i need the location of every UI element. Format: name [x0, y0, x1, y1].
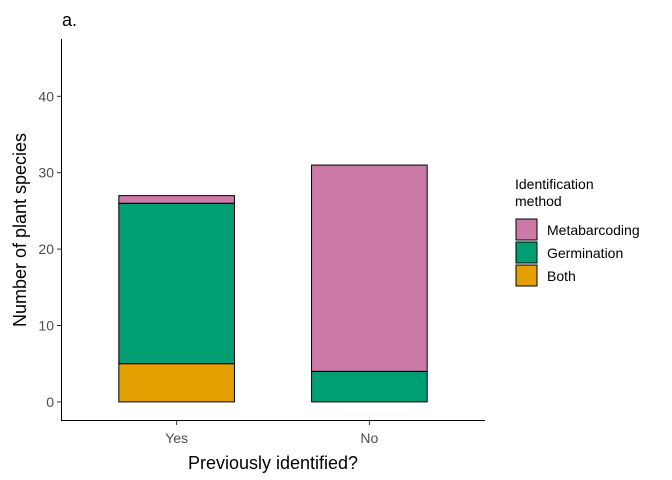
- y-tick-label: 0: [46, 394, 54, 410]
- legend-key-both: [515, 264, 538, 287]
- legend-title-line-1: Identification: [515, 176, 594, 192]
- y-tick-label: 20: [38, 241, 54, 257]
- bar-segment-metabarcoding-no: [311, 164, 428, 372]
- legend-label-germination: Germination: [547, 245, 623, 261]
- x-axis-title: Previously identified?: [188, 453, 358, 473]
- legend-title-line-2: method: [515, 193, 562, 209]
- legend: Identification method Metabarcoding Germi…: [515, 176, 640, 287]
- x-axis: Yes No: [61, 420, 485, 446]
- y-tick-label: 10: [38, 318, 54, 334]
- legend-key-metabarcoding: [515, 218, 538, 241]
- legend-label-metabarcoding: Metabarcoding: [547, 222, 640, 238]
- bars: [118, 164, 428, 403]
- x-tick-label: Yes: [165, 430, 188, 446]
- y-tick-label: 30: [38, 165, 54, 181]
- bar-segment-germination-yes: [118, 202, 235, 365]
- bar-segment-germination-no: [311, 370, 428, 403]
- legend-key-germination: [515, 241, 538, 264]
- y-axis: 0 10 20 30 40: [38, 39, 62, 421]
- legend-label-both: Both: [547, 268, 576, 284]
- y-tick-label: 40: [38, 88, 54, 104]
- bar-segment-both-yes: [118, 363, 235, 403]
- x-tick-label: No: [360, 430, 378, 446]
- panel-title: a.: [62, 10, 77, 30]
- bar-segment-metabarcoding-yes: [118, 195, 235, 204]
- y-axis-title: Number of plant species: [10, 133, 30, 327]
